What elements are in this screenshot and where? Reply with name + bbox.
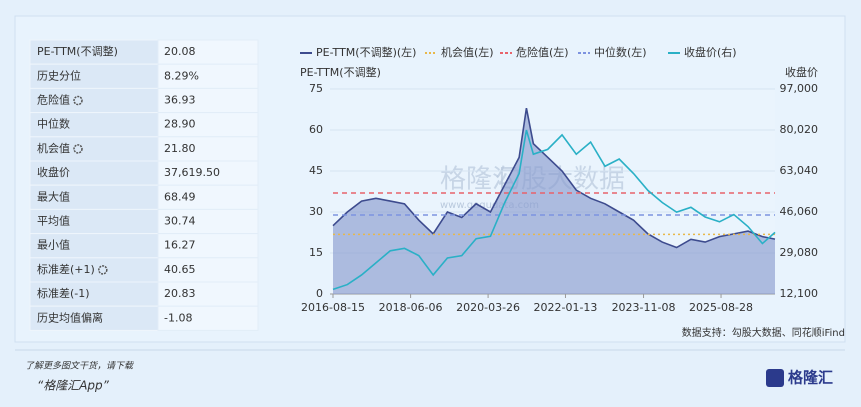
chart: PE-TTM(不调整) 收盘价 数据支持：勾股大数据、同花顺iFind 格隆汇 … (300, 45, 845, 339)
y-tick-label: 45 (309, 164, 323, 177)
legend-label: 中位数(左) (594, 45, 647, 59)
table: PE-TTM(不调整) 20.08 历史分位 8.29% 危险值 36.93 中位数 28.9… (29, 39, 259, 331)
y2-tick-label: 12,100 (780, 287, 819, 300)
value-cell (157, 136, 259, 162)
row-label: 历史均值偏离 (37, 310, 103, 324)
y-tick-label: 60 (309, 123, 323, 136)
row-label: 收盘价 (37, 165, 70, 179)
row-value: 36.93 (164, 94, 196, 107)
value-cell (157, 87, 259, 114)
x-tick-label: 2016-08-15 (301, 301, 365, 314)
row-value: 40.65 (164, 263, 196, 276)
row-label: 机会值 (37, 141, 70, 155)
value-cell (157, 281, 259, 307)
row-value: 16.27 (164, 239, 196, 252)
row-label: 中位数 (37, 117, 70, 131)
x-tick-label: 2022-01-13 (533, 301, 597, 314)
label-cell (29, 281, 159, 307)
row-value: 8.29% (164, 69, 199, 82)
logo: 格隆汇 (788, 369, 833, 387)
footer-line1: 了解更多图文干货，请下载 (25, 361, 134, 372)
label-cell (29, 208, 159, 235)
row-label: 平均值 (37, 215, 70, 228)
watermark: www.gogudata.com (440, 200, 539, 211)
y-tick-label: 15 (309, 246, 323, 259)
x-tick-label: 2023-11-08 (612, 301, 676, 314)
row-label: 最大值 (37, 189, 70, 203)
label-cell (29, 112, 159, 138)
series-line (332, 129, 776, 291)
row-value: 28.90 (164, 118, 196, 131)
row-value: 37,619.50 (164, 166, 220, 179)
legend-label: PE-TTM(不调整)(左) (316, 45, 416, 59)
row-value: 21.80 (164, 142, 196, 155)
x-tick-label: 2018-06-06 (379, 301, 443, 314)
value-cell (157, 208, 259, 235)
value-cell (157, 112, 259, 138)
row-label: 最小值 (37, 239, 70, 252)
label-cell (29, 39, 159, 65)
y-tick-label: 30 (309, 205, 323, 218)
row-value: 20.83 (164, 287, 196, 300)
y2-tick-label: 63,040 (780, 164, 819, 177)
x-tick-label: 2025-08-28 (689, 301, 753, 314)
legend-label: 收盘价(右) (684, 45, 737, 59)
row-value: -1.08 (164, 311, 192, 324)
y-axis-title: PE-TTM(不调整) (300, 65, 381, 79)
source: 数据支持：勾股大数据、同花顺iFind (682, 326, 845, 339)
legend-label: 机会值(左) (441, 45, 494, 59)
label-cell (29, 63, 159, 89)
y2-axis-title: 收盘价 (785, 65, 818, 79)
row-value: 30.74 (164, 215, 196, 228)
value-cell (157, 39, 259, 65)
footer-line2: “格隆汇App” (37, 379, 110, 393)
series-line (332, 107, 776, 249)
value-cell (157, 160, 259, 186)
y2-tick-label: 29,080 (780, 246, 819, 259)
y-tick-label: 75 (309, 82, 323, 95)
value-cell (157, 63, 259, 89)
area (333, 108, 775, 294)
y2-tick-label: 46,060 (780, 205, 819, 218)
y2-tick-label: 80,020 (780, 123, 819, 136)
legend-label: 危险值(左) (516, 45, 569, 59)
gear-icon (98, 265, 108, 275)
value-cell (157, 305, 259, 331)
row-label: PE-TTM(不调整) (37, 44, 118, 58)
x-tick-label: 2020-03-26 (456, 301, 520, 314)
label-cell (29, 87, 159, 114)
row-value: 20.08 (164, 45, 196, 58)
row-label: 标准差(-1) (37, 286, 90, 300)
logo-icon (766, 369, 784, 387)
gear-icon (73, 144, 83, 154)
label-cell (29, 160, 159, 186)
label-cell (29, 305, 159, 331)
gear-icon (73, 95, 83, 106)
row-value: 68.49 (164, 190, 196, 203)
row-label: 危险值 (37, 93, 70, 107)
row-label: 历史分位 (37, 68, 81, 82)
label-cell (29, 136, 159, 162)
y-tick-label: 0 (316, 287, 323, 300)
row-label: 标准差(+1) (37, 262, 95, 276)
y2-tick-label: 97,000 (780, 82, 819, 95)
